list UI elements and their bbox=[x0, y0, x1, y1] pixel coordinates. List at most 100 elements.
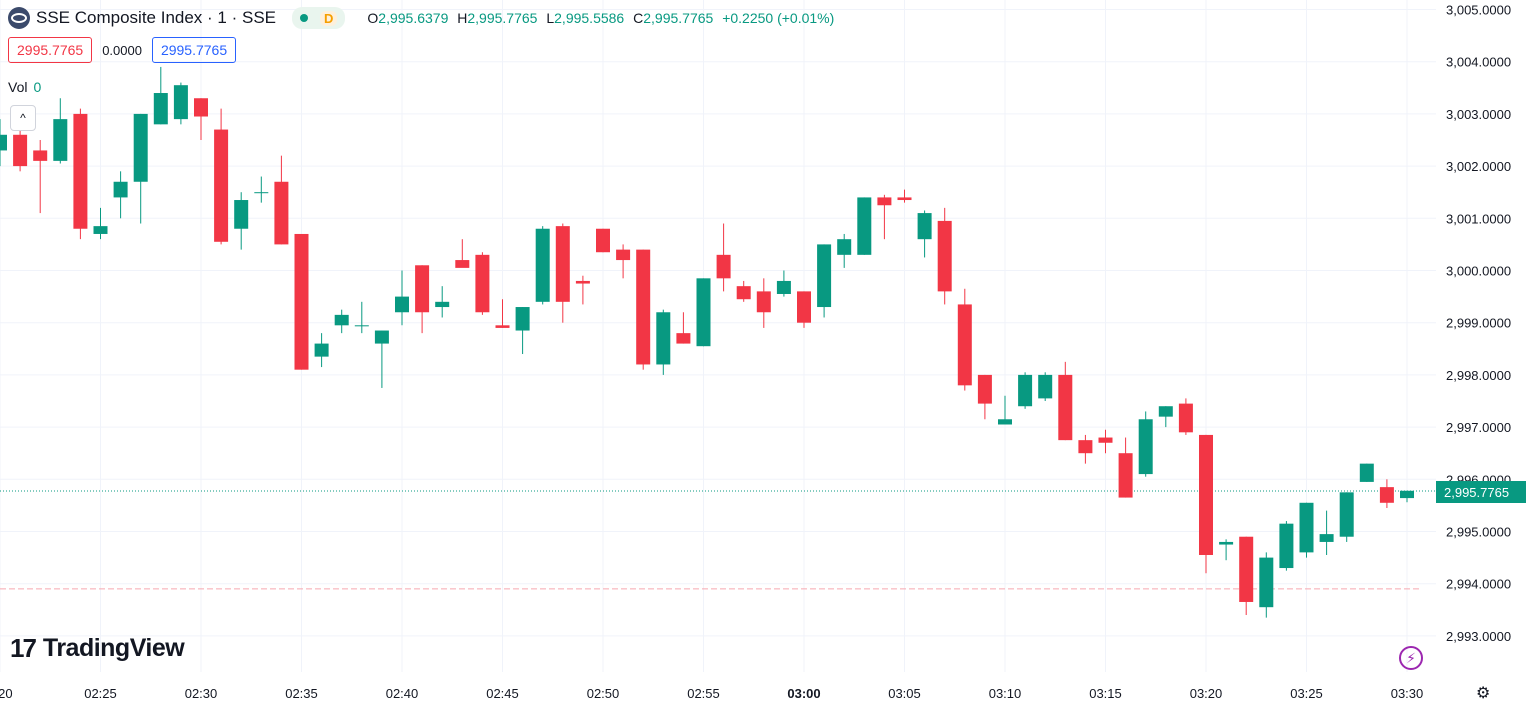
candle-body bbox=[575, 280, 590, 284]
candle-body bbox=[113, 181, 128, 198]
candle bbox=[1058, 361, 1073, 441]
candle-body bbox=[897, 197, 912, 201]
candle bbox=[1098, 429, 1113, 454]
time-axis[interactable]: 2:20 02:25 02:30 02:35 02:40 02:45 02:50 02:55 0… bbox=[0, 686, 1423, 701]
candle-body bbox=[1299, 502, 1314, 553]
candle bbox=[515, 307, 530, 355]
last-price-label: 2,995.7765 bbox=[1436, 481, 1526, 503]
candle-body bbox=[0, 134, 7, 151]
market-status-badge[interactable]: D bbox=[292, 7, 346, 29]
sse-logo-icon bbox=[8, 7, 30, 29]
candle bbox=[93, 207, 108, 240]
y-tick-label: 2,993.0000 bbox=[1446, 629, 1511, 644]
candle-body bbox=[616, 249, 631, 261]
x-tick-label: 02:40 bbox=[386, 686, 419, 701]
y-tick-label: 2,998.0000 bbox=[1446, 368, 1511, 383]
candle-body bbox=[1138, 419, 1153, 475]
candle-body bbox=[1239, 536, 1254, 602]
candle bbox=[756, 278, 771, 328]
symbol-title[interactable]: SSE Composite Index · 1 · SSE bbox=[36, 8, 276, 27]
candle-body bbox=[1098, 437, 1113, 443]
delayed-badge: D bbox=[320, 10, 338, 26]
candle-body bbox=[676, 333, 691, 344]
candle-body bbox=[1339, 492, 1354, 537]
tradingview-mark-icon: 17 bbox=[10, 633, 37, 663]
candle-body bbox=[1078, 440, 1093, 454]
candle-body bbox=[957, 304, 972, 386]
settings-gear-icon[interactable]: ⚙ bbox=[1476, 685, 1491, 702]
candle-body bbox=[716, 254, 731, 279]
y-tick-label: 3,002.0000 bbox=[1446, 159, 1511, 174]
candle bbox=[1359, 463, 1374, 482]
candle-body bbox=[435, 301, 450, 308]
x-tick-label: 02:55 bbox=[687, 686, 720, 701]
candle bbox=[917, 210, 932, 258]
tradingview-logo[interactable]: 17 TradingView bbox=[10, 633, 185, 664]
candle bbox=[535, 226, 550, 305]
candle-body bbox=[294, 233, 309, 370]
candle bbox=[153, 66, 168, 125]
candle bbox=[716, 223, 731, 292]
candle-body bbox=[736, 286, 751, 300]
reference-lines bbox=[0, 490, 1436, 590]
candle-body bbox=[1279, 523, 1294, 569]
candle bbox=[334, 309, 349, 334]
candle-body bbox=[1058, 374, 1073, 441]
candle bbox=[1259, 552, 1274, 618]
candle-body bbox=[133, 113, 148, 182]
y-tick-label: 3,001.0000 bbox=[1446, 211, 1511, 226]
candle bbox=[877, 194, 892, 240]
candle-body bbox=[776, 280, 791, 294]
close-label: C bbox=[633, 10, 644, 26]
buy-price-button[interactable]: 2995.7765 bbox=[151, 37, 237, 63]
y-tick-label: 2,995.0000 bbox=[1446, 525, 1511, 540]
x-tick-label: 03:00 bbox=[787, 686, 820, 701]
candle-body bbox=[73, 113, 88, 229]
candle bbox=[957, 288, 972, 391]
candle bbox=[73, 108, 88, 240]
volume-legend[interactable]: Vol 0 bbox=[8, 79, 41, 95]
candle-body bbox=[756, 291, 771, 313]
open-label: O bbox=[367, 10, 379, 26]
candle bbox=[696, 278, 711, 347]
candle-body bbox=[817, 244, 832, 308]
collapse-legend-button[interactable]: ^ bbox=[10, 105, 36, 131]
candle bbox=[1158, 406, 1173, 428]
sell-price-button[interactable]: 2995.7765 bbox=[8, 37, 93, 63]
candle-body bbox=[53, 119, 68, 161]
candle bbox=[354, 301, 369, 334]
candle bbox=[495, 299, 510, 328]
candle-body bbox=[656, 312, 671, 365]
candle bbox=[676, 312, 691, 344]
candle bbox=[1199, 434, 1213, 574]
market-open-dot-icon bbox=[300, 14, 308, 22]
candle-body bbox=[596, 228, 610, 253]
candle bbox=[294, 233, 309, 370]
candle-body bbox=[354, 325, 369, 327]
candle-body bbox=[475, 254, 490, 313]
candle-body bbox=[1118, 453, 1133, 498]
candle bbox=[415, 265, 430, 334]
candle bbox=[173, 82, 188, 125]
x-tick-label: 02:50 bbox=[587, 686, 620, 701]
candle-body bbox=[535, 228, 550, 302]
x-tick-label: 03:20 bbox=[1190, 686, 1223, 701]
candle-body bbox=[877, 197, 892, 206]
candle bbox=[0, 119, 7, 167]
y-tick-label: 2,994.0000 bbox=[1446, 577, 1511, 592]
candle bbox=[596, 228, 610, 253]
y-tick-label: 3,004.0000 bbox=[1446, 55, 1511, 70]
candle bbox=[1400, 490, 1414, 503]
candle-body bbox=[797, 291, 811, 323]
candle bbox=[1339, 492, 1354, 542]
candle-body bbox=[173, 85, 188, 120]
lightning-icon[interactable]: ⚡ bbox=[1399, 646, 1423, 670]
price-axis[interactable]: 3,005.0000 3,004.0000 3,003.0000 3,002.0000… bbox=[1436, 0, 1526, 702]
candle bbox=[555, 223, 570, 323]
candle-body bbox=[1379, 487, 1394, 503]
candle bbox=[1379, 479, 1394, 509]
tradingview-logo-text: TradingView bbox=[42, 634, 185, 662]
candle-body bbox=[1319, 534, 1334, 542]
candle bbox=[817, 244, 832, 318]
